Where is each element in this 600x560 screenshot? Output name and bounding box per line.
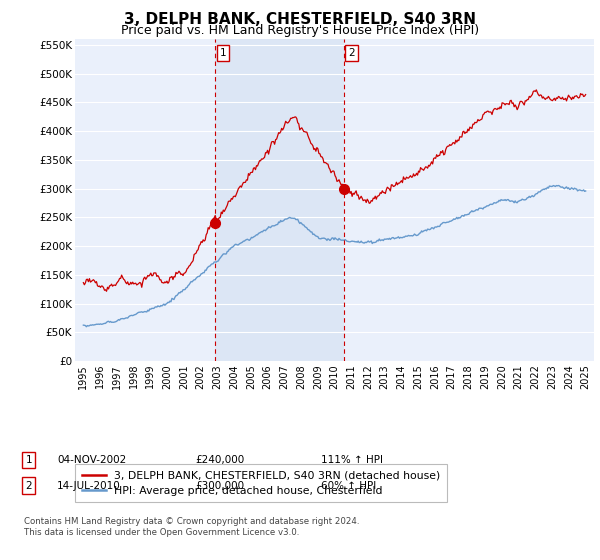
Legend: 3, DELPH BANK, CHESTERFIELD, S40 3RN (detached house), HPI: Average price, detac: 3, DELPH BANK, CHESTERFIELD, S40 3RN (de…	[75, 464, 447, 502]
Text: Price paid vs. HM Land Registry's House Price Index (HPI): Price paid vs. HM Land Registry's House …	[121, 24, 479, 37]
Bar	[215, 39, 344, 361]
Text: 2: 2	[349, 48, 355, 58]
Text: 2: 2	[25, 480, 32, 491]
Text: 60% ↑ HPI: 60% ↑ HPI	[321, 480, 376, 491]
Text: 1: 1	[25, 455, 32, 465]
Text: 04-NOV-2002: 04-NOV-2002	[57, 455, 126, 465]
Text: 111% ↑ HPI: 111% ↑ HPI	[321, 455, 383, 465]
Text: 1: 1	[220, 48, 226, 58]
Text: Contains HM Land Registry data © Crown copyright and database right 2024.
This d: Contains HM Land Registry data © Crown c…	[24, 517, 359, 537]
Text: £240,000: £240,000	[195, 455, 244, 465]
Text: £300,000: £300,000	[195, 480, 244, 491]
Text: 14-JUL-2010: 14-JUL-2010	[57, 480, 121, 491]
Text: 3, DELPH BANK, CHESTERFIELD, S40 3RN: 3, DELPH BANK, CHESTERFIELD, S40 3RN	[124, 12, 476, 27]
